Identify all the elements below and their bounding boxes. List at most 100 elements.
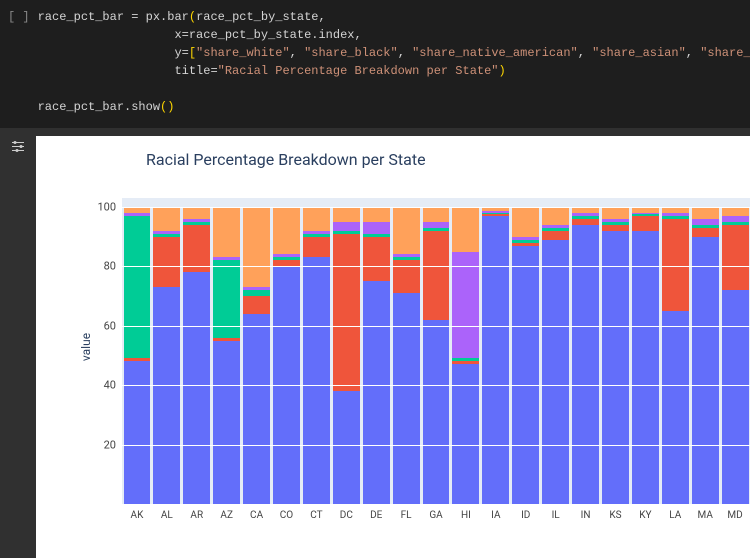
bar-AZ[interactable]: AZ [212,198,242,504]
segment-share_black [333,234,360,391]
segment-share_white [243,314,270,504]
segment-share_white [542,240,569,504]
gridline [122,266,750,267]
segment-share_black [423,231,450,320]
chart-title: Racial Percentage Breakdown per State [36,136,750,169]
segment-share_white [363,281,390,504]
segment-share_white [692,237,719,504]
segment-share_hispanic [722,207,749,216]
x-tick-label: AL [161,510,173,521]
x-tick-label: FL [401,510,412,521]
cell-exec-bracket[interactable]: [ ] [0,8,38,116]
bar-DC[interactable]: DC [331,198,361,504]
segment-share_asian [363,222,390,234]
segment-share_white [303,257,330,504]
bar-AK[interactable]: AK [122,198,152,504]
segment-share_hispanic [452,207,479,252]
segment-share_black [363,237,390,282]
segment-share_hispanic [512,207,539,237]
x-tick-label: LA [669,510,681,521]
bar-MD[interactable]: MD [720,198,750,504]
segment-share_hispanic [393,207,420,255]
x-tick-label: MA [698,510,713,521]
segment-share_hispanic [333,207,360,222]
segment-share_white [153,287,180,504]
segment-share_white [722,290,749,504]
segment-share_black [692,228,719,237]
segment-share_black [243,296,270,314]
plot-area[interactable]: AKALARAZCACOCTDCDEFLGAHIIAIDILINKSKYLAMA… [122,198,750,504]
x-tick-label: IA [491,510,500,521]
bar-KS[interactable]: KS [601,198,631,504]
settings-icon[interactable] [10,138,26,158]
segment-share_hispanic [363,207,390,222]
segment-share_hispanic [303,207,330,231]
segment-share_black [393,260,420,293]
output-area: Racial Percentage Breakdown per State va… [0,128,750,558]
gridline [122,326,750,327]
segment-share_hispanic [542,207,569,225]
segment-share_white [183,272,210,504]
segment-share_black [662,219,689,311]
segment-share_asian [333,222,360,231]
x-tick-label: DE [370,510,382,521]
bar-LA[interactable]: LA [660,198,690,504]
bar-CT[interactable]: CT [301,198,331,504]
x-tick-label: AR [190,510,203,521]
segment-share_black [303,237,330,258]
code-editor[interactable]: race_pct_bar = px.bar(race_pct_by_state,… [38,8,750,116]
x-tick-label: DC [340,510,353,521]
bar-MA[interactable]: MA [690,198,720,504]
segment-share_black [722,225,749,290]
segment-share_hispanic [213,207,240,258]
segment-share_white [333,391,360,504]
bar-AR[interactable]: AR [182,198,212,504]
y-tick-label: 20 [104,438,116,451]
bar-HI[interactable]: HI [451,198,481,504]
segment-share_hispanic [243,207,270,287]
bar-KY[interactable]: KY [630,198,660,504]
x-tick-label: KY [639,510,651,521]
y-tick-label: 60 [104,319,116,332]
bar-CA[interactable]: CA [242,198,272,504]
segment-share_white [124,361,151,504]
x-tick-label: ID [521,510,530,521]
segment-share_white [632,231,659,504]
x-tick-label: CA [250,510,263,521]
y-tick-label: 80 [104,260,116,273]
bar-IL[interactable]: IL [541,198,571,504]
segment-share_black [632,216,659,231]
chart-panel: Racial Percentage Breakdown per State va… [36,136,750,558]
bar-CO[interactable]: CO [272,198,302,504]
segment-share_white [213,341,240,504]
bar-ID[interactable]: ID [511,198,541,504]
x-tick-label: CT [310,510,322,521]
segment-share_hispanic [423,207,450,222]
segment-share_white [662,311,689,504]
y-tick-label: 100 [97,200,116,213]
bar-AL[interactable]: AL [152,198,182,504]
x-tick-label: AZ [220,510,233,521]
bar-FL[interactable]: FL [391,198,421,504]
bar-GA[interactable]: GA [421,198,451,504]
gridline [122,207,750,208]
x-tick-label: IN [581,510,591,521]
segment-share_white [423,320,450,504]
gridline [122,385,750,386]
segment-share_white [393,293,420,504]
y-axis-label: value [79,333,93,361]
x-tick-label: GA [429,510,442,521]
bar-DE[interactable]: DE [361,198,391,504]
segment-share_hispanic [273,207,300,255]
bar-IN[interactable]: IN [571,198,601,504]
segment-share_black [542,231,569,240]
segment-share_asian [452,252,479,359]
gridline [122,445,750,446]
bar-IA[interactable]: IA [481,198,511,504]
x-tick-label: AK [131,510,144,521]
x-tick-label: KS [609,510,621,521]
segment-share_hispanic [183,207,210,219]
x-tick-label: IL [552,510,560,521]
segment-share_white [602,231,629,504]
y-tick-label: 40 [104,379,116,392]
